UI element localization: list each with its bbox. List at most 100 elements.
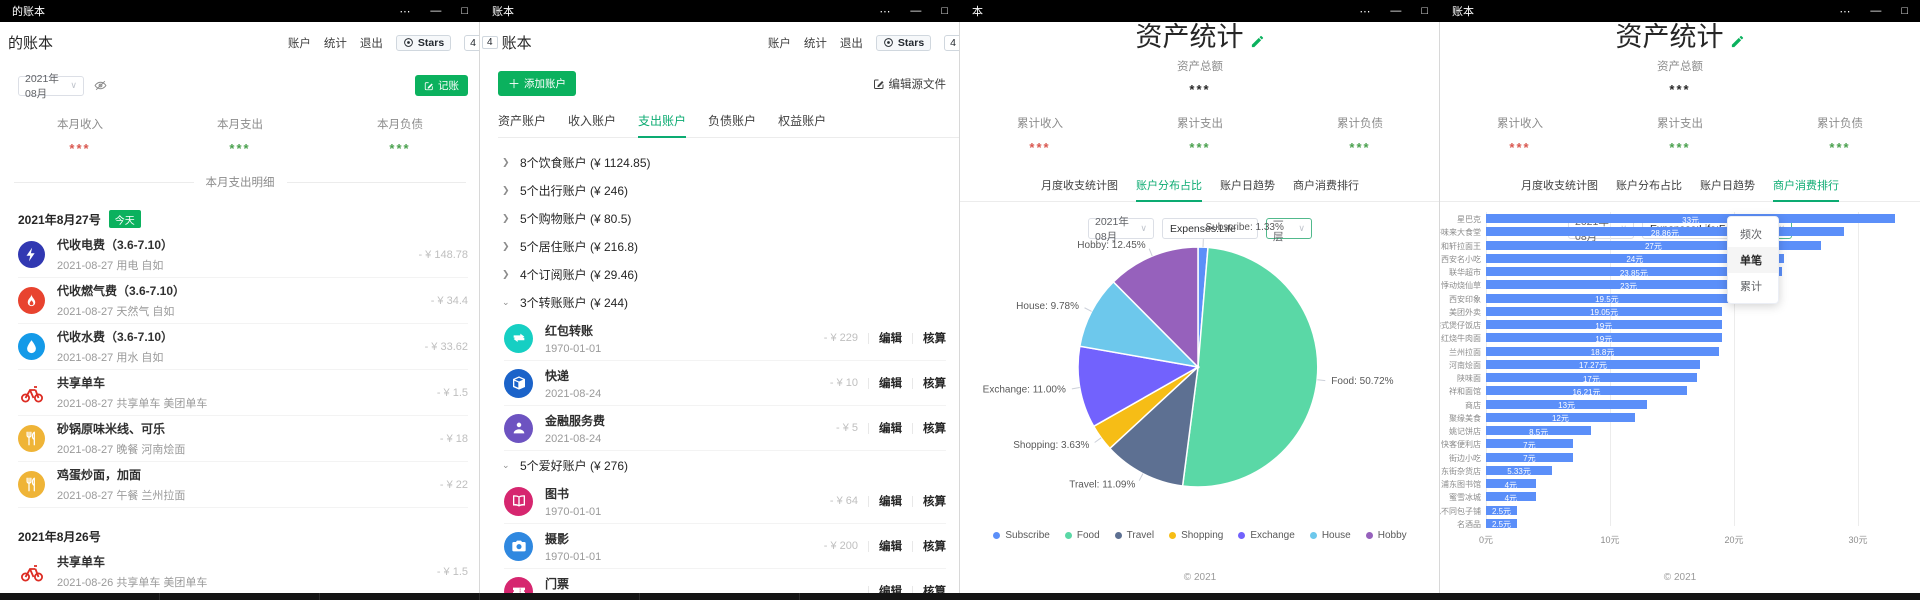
transaction-row[interactable]: 共享单车 2021-08-26 共享单车 美团单车 - ¥ 1.5: [18, 549, 468, 595]
edit-account-link[interactable]: 编辑: [879, 333, 902, 345]
edit-account-link[interactable]: 编辑: [879, 423, 902, 435]
legend-item-travel[interactable]: Travel: [1114, 530, 1154, 541]
audit-account-link[interactable]: 核算: [923, 496, 946, 508]
taskbar[interactable]: [0, 593, 1920, 600]
account-row[interactable]: 摄影 1970-01-01 - ¥ 200 编辑 核算: [504, 524, 946, 569]
window1-minimize-button[interactable]: —: [430, 4, 442, 17]
account-group-header[interactable]: ❯ 4个订阅账户 (¥ 29.46): [502, 267, 639, 282]
menu-item-cumulative[interactable]: 累计: [1740, 281, 1762, 293]
nav-logout[interactable]: 退出: [359, 37, 383, 50]
window2-minimize-button[interactable]: —: [910, 4, 922, 17]
tab-asset-accounts[interactable]: 资产账户: [498, 114, 547, 128]
menu-item-single[interactable]: 单笔: [1728, 247, 1778, 273]
window4-minimize-button[interactable]: —: [1870, 4, 1882, 17]
account-group-header[interactable]: ❯ 8个饮食账户 (¥ 1124.85): [502, 155, 651, 170]
menu-item-frequency[interactable]: 频次: [1740, 229, 1762, 241]
tab-monthly-chart[interactable]: 月度收支统计图: [1521, 180, 1598, 192]
tab-merchant-ranking[interactable]: 商户消费排行: [1293, 180, 1359, 192]
legend-item-food[interactable]: Food: [1064, 530, 1100, 541]
tab-merchant-ranking[interactable]: 商户消费排行: [1773, 177, 1839, 202]
month-select[interactable]: 2021年08月∨: [1088, 216, 1154, 243]
tab-income-accounts[interactable]: 收入账户: [568, 114, 617, 128]
account-group-header[interactable]: ⌄ 3个转账账户 (¥ 244): [502, 295, 629, 310]
window3-minimize-button[interactable]: —: [1390, 4, 1402, 17]
edit-source-link[interactable]: 编辑源文件: [873, 76, 946, 92]
account-amount: - ¥ 10: [829, 377, 858, 389]
github-stars-button[interactable]: Stars: [395, 34, 452, 51]
bar-row: 聚缘美食 12元: [1449, 411, 1910, 424]
pie-slice-food[interactable]: [1181, 246, 1319, 488]
nav-accounts[interactable]: 账户: [767, 37, 791, 50]
legend-item-house[interactable]: House: [1309, 530, 1351, 541]
tab-monthly-chart[interactable]: 月度收支统计图: [1041, 180, 1118, 192]
edit-account-link[interactable]: 编辑: [879, 496, 902, 508]
pie-slice-hobby[interactable]: [1112, 246, 1199, 369]
account-query-input[interactable]: Expenses:Life: [1162, 218, 1258, 239]
account-group-header[interactable]: ❯ 5个购物账户 (¥ 80.5): [502, 211, 632, 226]
tab-expense-accounts[interactable]: 支出账户: [638, 112, 687, 138]
add-account-button[interactable]: ＋添加账户: [498, 71, 577, 96]
account-group-header[interactable]: ❯ 5个出行账户 (¥ 246): [502, 183, 629, 198]
account-group-header[interactable]: ⌄ 5个爱好账户 (¥ 276): [502, 458, 629, 473]
audit-account-link[interactable]: 核算: [923, 333, 946, 345]
legend-item-shopping[interactable]: Shopping: [1169, 530, 1223, 541]
transaction-subtitle: 2021-08-27 天然气 自如: [57, 306, 175, 318]
record-button[interactable]: 记账: [415, 75, 468, 96]
page-title: 4 账本: [482, 32, 532, 53]
window1-maximize-button[interactable]: □: [461, 4, 468, 17]
tab-account-distribution[interactable]: 账户分布占比: [1136, 177, 1202, 202]
window4-maximize-button[interactable]: □: [1901, 4, 1908, 17]
legend-item-hobby[interactable]: Hobby: [1365, 530, 1407, 541]
transaction-row[interactable]: 共享单车 2021-08-27 共享单车 美团单车 - ¥ 1.5: [18, 370, 468, 416]
level-select[interactable]: 一层 ∨: [1266, 216, 1312, 243]
nav-statistics[interactable]: 统计: [323, 37, 347, 50]
account-row[interactable]: 图书 1970-01-01 - ¥ 64 编辑 核算: [504, 479, 946, 524]
window2-more-button[interactable]: ⋯: [879, 5, 891, 18]
transaction-row[interactable]: 代收电费（3.6-7.10） 2021-08-27 用电 自如 - ¥ 148.…: [18, 232, 468, 278]
bar-category-label: 蜜雪冰城: [1449, 493, 1481, 503]
hide-amounts-toggle[interactable]: [94, 79, 107, 92]
window3-more-button[interactable]: ⋯: [1359, 5, 1371, 18]
bar-category-label: 美团外卖: [1449, 307, 1481, 317]
audit-account-link[interactable]: 核算: [923, 541, 946, 553]
account-row[interactable]: 快递 2021-08-24 - ¥ 10 编辑 核算: [504, 361, 946, 406]
pie-slice-exchange[interactable]: [1077, 345, 1201, 428]
legend-item-exchange[interactable]: Exchange: [1238, 530, 1295, 541]
transaction-row[interactable]: 鸡蛋炒面，加面 2021-08-27 午餐 兰州拉面 - ¥ 22: [18, 462, 468, 508]
tab-account-distribution[interactable]: 账户分布占比: [1616, 180, 1682, 192]
nav-logout[interactable]: 退出: [839, 37, 863, 50]
edit-title-icon[interactable]: [1730, 34, 1745, 49]
stat-label: 累计负债: [1817, 118, 1863, 130]
window1-more-button[interactable]: ⋯: [399, 5, 411, 18]
tab-equity-accounts[interactable]: 权益账户: [778, 114, 827, 128]
nav-statistics[interactable]: 统计: [803, 37, 827, 50]
nav-accounts[interactable]: 账户: [287, 37, 311, 50]
window2-maximize-button[interactable]: □: [941, 4, 948, 17]
tab-liability-accounts[interactable]: 负债账户: [708, 114, 757, 128]
legend-item-subscribe[interactable]: Subscribe: [993, 530, 1050, 541]
transaction-row[interactable]: 代收燃气费（3.6-7.10） 2021-08-27 天然气 自如 - ¥ 34…: [18, 278, 468, 324]
tab-daily-trend[interactable]: 账户日趋势: [1220, 180, 1275, 192]
github-stars-button[interactable]: Stars: [875, 34, 932, 51]
audit-account-link[interactable]: 核算: [923, 423, 946, 435]
bar-category-label: 东街杂货店: [1441, 466, 1481, 476]
account-row[interactable]: 金融服务费 2021-08-24 - ¥ 5 编辑 核算: [504, 406, 946, 451]
transaction-amount: - ¥ 148.78: [418, 248, 468, 261]
window3-maximize-button[interactable]: □: [1421, 4, 1428, 17]
bar-value-label: 24元: [1626, 255, 1644, 265]
pie-slice-house[interactable]: [1078, 280, 1201, 369]
account-row[interactable]: 红包转账 1970-01-01 - ¥ 229 编辑 核算: [504, 316, 946, 361]
transaction-row[interactable]: 代收水费（3.6-7.10） 2021-08-27 用水 自如 - ¥ 33.6…: [18, 324, 468, 370]
edit-account-link[interactable]: 编辑: [879, 541, 902, 553]
edit-account-link[interactable]: 编辑: [879, 378, 902, 390]
account-group-header[interactable]: ❯ 5个居住账户 (¥ 216.8): [502, 239, 639, 254]
chevron-right-icon: ❯: [502, 268, 510, 279]
tab-daily-trend[interactable]: 账户日趋势: [1700, 180, 1755, 192]
edit-title-icon[interactable]: [1250, 34, 1265, 49]
cumulative-stats: 累计收入 *** 累计支出 *** 累计负债 ***: [960, 115, 1440, 155]
transaction-row[interactable]: 砂锅原味米线、可乐 2021-08-27 晚餐 河南烩面 - ¥ 18: [18, 416, 468, 462]
month-select[interactable]: 2021年08月∨: [18, 73, 84, 100]
window4-more-button[interactable]: ⋯: [1839, 5, 1851, 18]
audit-account-link[interactable]: 核算: [923, 378, 946, 390]
gridline: [1610, 212, 1611, 526]
